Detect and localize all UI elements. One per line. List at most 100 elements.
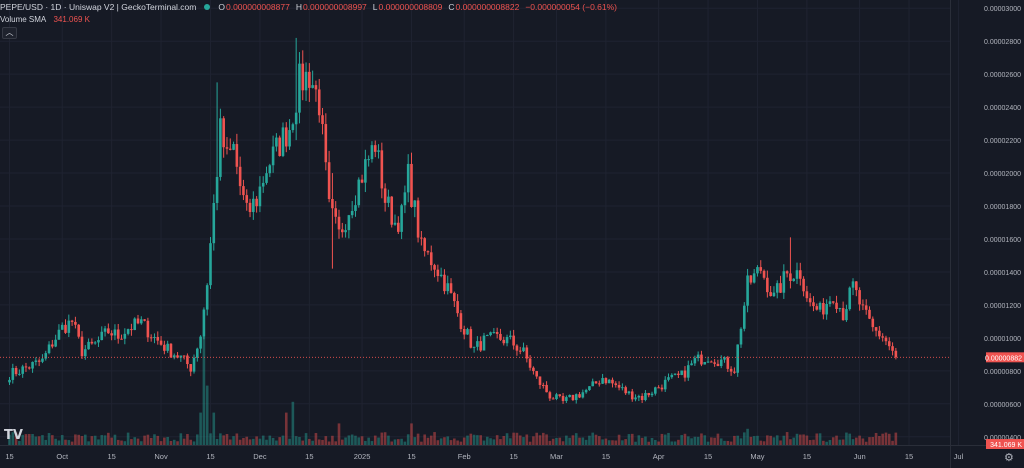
candle-body — [228, 148, 232, 150]
candle-body — [611, 379, 614, 384]
volume-bar — [301, 440, 305, 445]
volume-sma-label: Volume SMA — [0, 15, 47, 24]
candle-body — [532, 367, 535, 372]
volume-bar — [416, 433, 420, 445]
volume-bar — [466, 435, 469, 445]
candle-body — [782, 271, 786, 293]
candle-body — [561, 395, 565, 401]
candle-body — [644, 392, 647, 401]
volume-bar — [759, 440, 763, 445]
volume-bar — [515, 432, 519, 445]
candle-body — [706, 361, 710, 363]
volume-bar — [334, 441, 338, 445]
candle-body — [456, 301, 459, 314]
candle-body — [495, 331, 499, 334]
volume-bar — [621, 440, 624, 445]
x-tick-label: Nov — [154, 452, 168, 461]
volume-bar — [225, 434, 229, 445]
candle-body — [288, 130, 291, 147]
y-tick-label: 0.00001200 — [984, 303, 1021, 310]
candle-body — [769, 292, 772, 297]
candle-body — [858, 290, 861, 305]
candle-body — [393, 222, 397, 225]
volume-bar — [565, 435, 568, 445]
volume-bar — [176, 441, 179, 445]
candle-body — [555, 394, 558, 399]
candle-body — [654, 387, 657, 394]
volume-bar — [113, 434, 117, 445]
candle-body — [146, 320, 150, 338]
volume-bar — [499, 439, 502, 445]
volume-bar — [387, 435, 390, 445]
volume-bar — [584, 439, 588, 445]
volume-bar — [713, 437, 716, 445]
volume-bar — [354, 435, 357, 445]
volume-bar — [818, 433, 822, 445]
volume-bar — [551, 438, 555, 445]
candle-body — [756, 267, 759, 274]
candle-body — [472, 346, 476, 348]
candle-body — [107, 328, 110, 334]
candle-body — [265, 173, 268, 183]
candle-body — [792, 278, 796, 281]
volume-bar — [574, 433, 578, 445]
candle-body — [887, 341, 891, 347]
volume-bar — [581, 437, 585, 445]
volume-bar — [805, 435, 809, 445]
volume-bar — [31, 433, 34, 445]
gear-icon[interactable]: ⚙ — [1004, 452, 1014, 464]
volume-bar — [868, 437, 871, 445]
volume-bar — [24, 434, 28, 445]
symbol-title[interactable]: PEPE/USD · 1D · Uniswap V2 | GeckoTermin… — [0, 2, 197, 12]
candle-body — [113, 329, 117, 336]
candle-body — [710, 361, 713, 363]
volume-bar — [350, 434, 354, 445]
tradingview-logo[interactable]: TV — [4, 428, 23, 443]
volume-bar — [841, 439, 845, 445]
candle-body — [31, 361, 34, 369]
volume-bar — [153, 434, 156, 445]
volume-bar — [614, 440, 618, 445]
volume-bar — [825, 441, 828, 445]
volume-bar — [397, 439, 400, 445]
candle-body — [436, 269, 440, 276]
volume-bar — [683, 433, 687, 445]
candle-body — [212, 202, 216, 244]
candle-body — [360, 179, 364, 183]
volume-bar — [878, 436, 881, 445]
candle-body — [766, 277, 769, 293]
candle-body — [153, 336, 156, 338]
candle-body — [248, 202, 252, 213]
candle-body — [252, 198, 255, 213]
candle-body — [604, 378, 608, 384]
candle-body — [637, 395, 641, 398]
volume-bar — [479, 435, 482, 445]
volume-bar — [37, 436, 41, 445]
volume-bar — [275, 440, 278, 445]
candle-body — [647, 392, 651, 396]
volume-bar — [291, 401, 295, 445]
x-tick-label: 15 — [905, 452, 913, 461]
volume-bar — [696, 436, 700, 445]
high-value: 0.000000008997 — [302, 2, 367, 12]
volume-bar — [205, 385, 209, 445]
volume-bar — [545, 434, 548, 445]
volume-bar — [858, 435, 861, 445]
volume-bar — [512, 432, 515, 445]
volume-legend[interactable]: Volume SMA 341.069 K — [0, 15, 90, 24]
volume-bar — [373, 435, 377, 445]
volume-bar — [782, 435, 786, 445]
volume-bar — [18, 440, 21, 445]
chevron-up-icon[interactable]: ︿ — [2, 27, 17, 39]
volume-bar — [182, 438, 186, 445]
volume-bar — [199, 412, 202, 445]
volume-bar — [752, 436, 756, 445]
volume-bar — [41, 435, 44, 445]
x-tick-label: 15 — [704, 452, 712, 461]
volume-bar — [775, 435, 779, 445]
volume-bar — [215, 438, 219, 445]
candle-body — [70, 320, 74, 322]
volume-bar — [588, 435, 591, 445]
volume-bar — [456, 440, 459, 445]
